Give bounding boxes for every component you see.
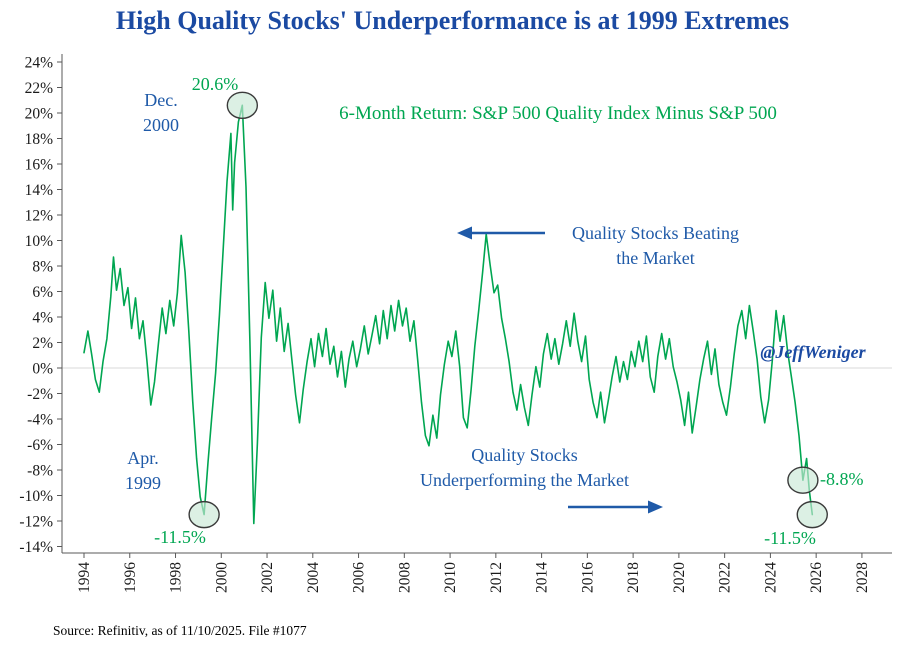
beating-arrow-head [457,226,472,240]
x-tick-label: 1998 [168,562,185,593]
x-tick-label: 2018 [625,562,642,593]
y-tick-label: 18% [25,131,54,148]
y-tick-label: 12% [25,208,54,225]
trough-date-line2: 1999 [125,473,161,493]
highlight-circle [188,500,220,529]
y-tick-label: 22% [25,80,54,97]
source-note: Source: Refinitiv, as of 11/10/2025. Fil… [53,623,307,638]
x-tick-label: 2006 [351,562,368,593]
peak-date-line2: 2000 [143,115,179,135]
y-tick-label: -4% [27,412,53,429]
y-tick-label: 0% [32,361,53,378]
y-tick-label: 20% [25,106,54,123]
y-tick-label: -6% [27,437,53,454]
peak-date-line1: Dec. [144,90,178,110]
y-tick-label: 8% [32,259,53,276]
highlight-circle [796,500,828,529]
chart-title: High Quality Stocks' Underperformance is… [115,6,790,35]
underperforming-arrow-head [648,500,663,514]
y-tick-label: -14% [19,539,53,556]
underperforming-annotation-line2: Underperforming the Market [420,470,629,490]
y-tick-label: -2% [27,386,53,403]
beating-annotation: Quality Stocks Beating the Market [538,221,773,271]
x-tick-label: 2028 [854,562,871,593]
x-tick-label: 2012 [488,562,505,593]
y-tick-label: 6% [32,284,53,301]
y-tick-label: -12% [19,514,53,531]
y-tick-label: 2% [32,335,53,352]
trough-date-annotation: Apr. 1999 [110,446,176,496]
underperforming-annotation: Quality Stocks Underperforming the Marke… [382,443,667,493]
chart-subtitle: 6-Month Return: S&P 500 Quality Index Mi… [339,103,777,124]
beating-annotation-line1: Quality Stocks Beating [572,223,739,243]
x-tick-label: 2000 [213,562,230,593]
recent-value-label-lower: -11.5% [764,528,816,548]
x-tick-label: 2008 [396,562,413,593]
x-tick-label: 2016 [579,562,596,593]
y-tick-label: 10% [25,233,54,250]
y-tick-label: 24% [25,55,54,72]
x-tick-label: 1996 [122,562,139,593]
x-tick-label: 2014 [534,562,551,593]
underperforming-annotation-line1: Quality Stocks [471,445,578,465]
y-tick-label: 14% [25,182,54,199]
x-tick-label: 2024 [762,562,779,593]
x-tick-label: 2026 [808,562,825,593]
author-watermark: @JeffWeniger [760,342,866,362]
highlight-circle [787,466,819,494]
x-tick-label: 2020 [671,562,688,593]
y-tick-label: 4% [32,310,53,327]
peak-value-label: 20.6% [191,74,239,94]
peak-date-annotation: Dec. 2000 [128,88,194,138]
trough-date-line1: Apr. [127,448,159,468]
x-tick-label: 2010 [442,562,459,593]
trough-value-label: -11.5% [154,527,206,547]
beating-annotation-line2: the Market [616,248,695,268]
y-tick-label: -10% [19,488,53,505]
x-tick-label: 2004 [305,562,322,593]
x-tick-label: 2002 [259,562,276,593]
y-tick-label: -8% [27,463,53,480]
x-tick-label: 1994 [76,562,93,593]
highlight-circle [226,91,259,120]
recent-value-label-upper: -8.8% [820,469,864,489]
x-tick-label: 2022 [717,562,734,593]
y-tick-label: 16% [25,157,54,174]
